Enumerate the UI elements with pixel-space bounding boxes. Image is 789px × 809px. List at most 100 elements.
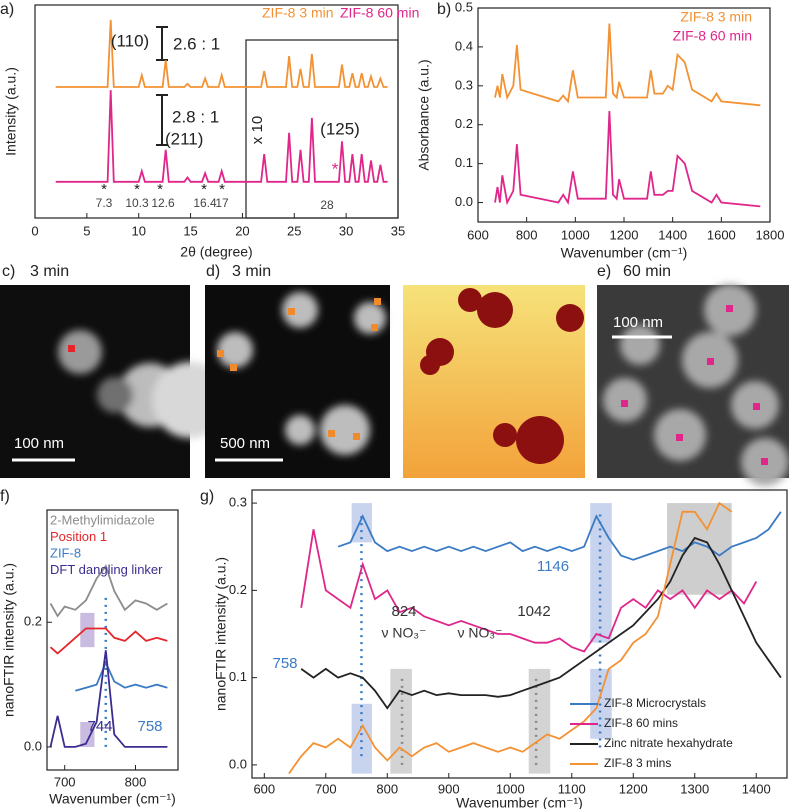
ratio-brackets	[156, 26, 168, 146]
image-title: 60 min	[623, 263, 671, 280]
legend-entry: DFT dangling linker	[50, 562, 163, 577]
y-axis-label: nanoFTIR intensity (a.u.)	[1, 563, 17, 717]
scale-bar-label: 100 nm	[14, 435, 64, 452]
x-tick-label: 25	[287, 223, 301, 238]
legend-entry: ZIF-8	[50, 545, 81, 560]
highlight-band	[351, 703, 372, 774]
annotation: 744	[87, 718, 112, 735]
x-tick-label: 0	[31, 223, 38, 238]
y-tick-label: 0.0	[229, 756, 247, 771]
annotation: 824	[391, 603, 416, 620]
series-line	[49, 627, 168, 655]
afm-image-e	[597, 284, 789, 486]
x-axis-label: Wavenumber (cm⁻¹)	[49, 791, 176, 807]
x-tick-label: 35	[391, 223, 405, 238]
panel-label: g)	[200, 488, 214, 505]
annotation: 1042	[517, 603, 550, 620]
x-tick-label: 700	[54, 774, 76, 789]
panel-label: d)	[206, 263, 220, 280]
plot-frame	[46, 509, 179, 771]
annotation: 10.3	[125, 196, 149, 210]
legend-entry: 2-Methylimidazole	[50, 512, 155, 527]
x-tick-label: 1000	[496, 781, 525, 796]
annotation: 758	[272, 655, 297, 672]
annotation: 2.6 : 1	[173, 34, 220, 53]
highlight-band	[590, 503, 612, 643]
image-title: 3 min	[232, 263, 271, 280]
annotation: *	[157, 181, 163, 198]
legend-entry: ZIF-8 60 min	[673, 28, 752, 44]
x-tick-label: 15	[183, 223, 197, 238]
series-line	[337, 511, 782, 561]
annotation: 28	[320, 198, 334, 212]
panel-label: f)	[0, 488, 10, 505]
y-tick-label: 0.0	[24, 738, 42, 753]
y-tick-label: 0.0	[455, 194, 473, 209]
panel-label: c)	[2, 263, 15, 280]
panel-label: b)	[437, 1, 451, 18]
image-title: 3 min	[30, 263, 69, 280]
series-line	[75, 660, 168, 692]
afm-image-d	[205, 285, 585, 478]
plot-frame	[251, 489, 788, 779]
series-line	[55, 90, 388, 183]
x-tick-label: 20	[235, 223, 249, 238]
x-tick-label: 1400	[658, 227, 687, 242]
x-axis-label: Wavenumber (cm⁻¹)	[456, 795, 583, 809]
scale-bar-label: 100 nm	[613, 314, 663, 331]
x-tick-label: 1800	[756, 227, 785, 242]
legend-entry: ZIF-8 3 min	[680, 9, 752, 25]
x-tick-label: 1600	[707, 227, 736, 242]
legend-entry: ZIF-8 3 min	[262, 5, 334, 21]
y-tick-label: 0.2	[455, 116, 473, 131]
x-tick-label: 30	[339, 223, 353, 238]
annotation: (125)	[320, 119, 360, 138]
annotation: *	[219, 181, 225, 198]
legend-entry: ZIF-8 60 mins	[604, 716, 678, 730]
series-line	[300, 529, 758, 653]
x-axis-label: 2θ (degree)	[180, 244, 252, 260]
annotation: (211)	[165, 129, 203, 148]
x-tick-label: 700	[315, 781, 337, 796]
annotation: 17	[215, 196, 229, 210]
annotation: 16.4	[193, 196, 217, 210]
x-tick-label: 900	[438, 781, 460, 796]
legend-entry: Zinc nitrate hexahydrate	[604, 736, 733, 750]
afm-image-c	[0, 285, 228, 478]
x-tick-label: 800	[516, 227, 538, 242]
annotation: *	[201, 181, 207, 198]
y-tick-label: 0.2	[229, 582, 247, 597]
y-tick-label: 0.4	[455, 38, 473, 53]
y-tick-label: 0.5	[455, 0, 473, 14]
x-tick-label: 600	[253, 781, 275, 796]
x-tick-label: 1300	[680, 781, 709, 796]
highlight-band	[351, 503, 372, 543]
y-tick-label: 0.3	[455, 77, 473, 92]
annotation: ν NO₃⁻	[458, 625, 503, 641]
x-tick-label: 1200	[610, 227, 639, 242]
legend-entry: ZIF-8 3 mins	[604, 756, 671, 770]
x-tick-label: 1200	[619, 781, 648, 796]
x-axis-label: Wavenumber (cm⁻¹)	[561, 245, 688, 261]
annotation: *	[332, 159, 339, 178]
plot-frame	[34, 4, 399, 219]
annotation: x 10	[249, 116, 266, 144]
y-tick-label: 0.2	[24, 614, 42, 629]
annotation: *	[101, 181, 107, 198]
annotation: *	[134, 181, 140, 198]
x-tick-label: 10	[131, 223, 145, 238]
legend-entry: ZIF-8 60 min	[340, 5, 419, 21]
y-axis-label: nanoFTIR intensity (a.u.)	[213, 557, 229, 711]
y-tick-label: 0.1	[229, 669, 247, 684]
series-line	[288, 501, 733, 775]
y-axis-label: Absorbance (a.u.)	[416, 59, 432, 170]
x-tick-label: 5	[83, 223, 90, 238]
x-tick-label: 800	[125, 774, 147, 789]
legend-entry: ZIF-8 Microcrystals	[604, 696, 706, 710]
annotation: 758	[137, 718, 162, 735]
series-line	[49, 650, 168, 748]
series-line	[55, 19, 388, 88]
legend-entry: Position 1	[50, 529, 107, 544]
